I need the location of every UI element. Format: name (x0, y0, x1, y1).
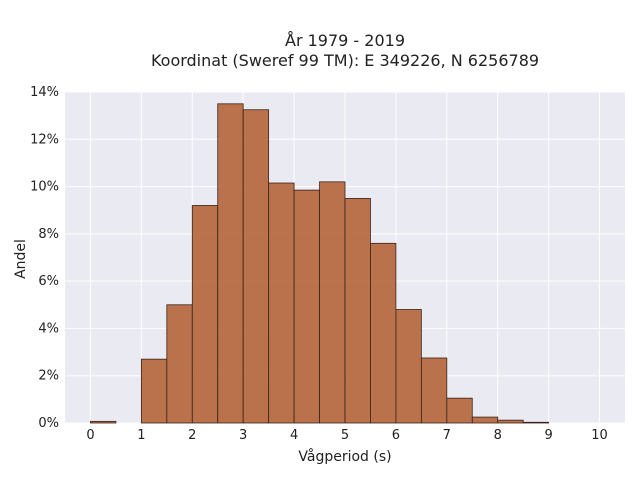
histogram-bar (522, 421, 550, 424)
y-tick-label: 0% (38, 416, 59, 431)
y-tick-label: 6% (38, 274, 59, 289)
histogram-bar (497, 419, 524, 424)
x-tick-label: 2 (188, 428, 196, 443)
histogram-bar (217, 103, 244, 424)
y-tick-label: 8% (38, 227, 59, 242)
histogram-bar (420, 357, 448, 424)
x-tick-label: 5 (341, 428, 349, 443)
chart-title-line-1: År 1979 - 2019 (285, 31, 405, 50)
y-tick-label: 14% (30, 85, 59, 100)
histogram-bar (242, 109, 270, 424)
y-tick-label: 12% (30, 132, 59, 147)
x-tick-label: 0 (86, 428, 94, 443)
histogram-bar (166, 304, 193, 424)
y-axis-title: Andel (13, 239, 29, 279)
x-axis-title: Vågperiod (s) (298, 448, 391, 465)
x-tick-label: 6 (392, 428, 400, 443)
histogram-bar (471, 416, 499, 424)
histogram-bar (370, 242, 397, 424)
x-tick-label: 4 (290, 428, 298, 443)
histogram-bar (395, 309, 422, 424)
histogram-bar (319, 181, 346, 424)
x-tick-label: 3 (239, 428, 247, 443)
x-tick-label: 7 (443, 428, 451, 443)
histogram-bars (90, 103, 550, 424)
x-tick-label: 10 (591, 428, 608, 443)
y-tick-label: 2% (38, 369, 59, 384)
x-axis-ticks: 0 1 2 3 4 5 6 7 8 9 10 (86, 428, 608, 443)
y-tick-label: 4% (38, 321, 59, 336)
x-tick-label: 1 (137, 428, 145, 443)
histogram-bar (90, 420, 117, 424)
histogram-bar (446, 397, 473, 424)
histogram-bar (268, 182, 295, 424)
y-axis-ticks: 0% 2% 4% 6% 8% 10% 12% 14% (30, 85, 59, 431)
chart-title-line-2: Koordinat (Sweref 99 TM): E 349226, N 62… (151, 51, 539, 70)
histogram-bar (293, 189, 320, 424)
histogram-bar (191, 205, 219, 424)
x-tick-label: 8 (494, 428, 502, 443)
x-tick-label: 9 (544, 428, 552, 443)
histogram-bar (344, 197, 371, 424)
y-tick-label: 10% (30, 180, 59, 195)
histogram-bar (140, 358, 168, 424)
